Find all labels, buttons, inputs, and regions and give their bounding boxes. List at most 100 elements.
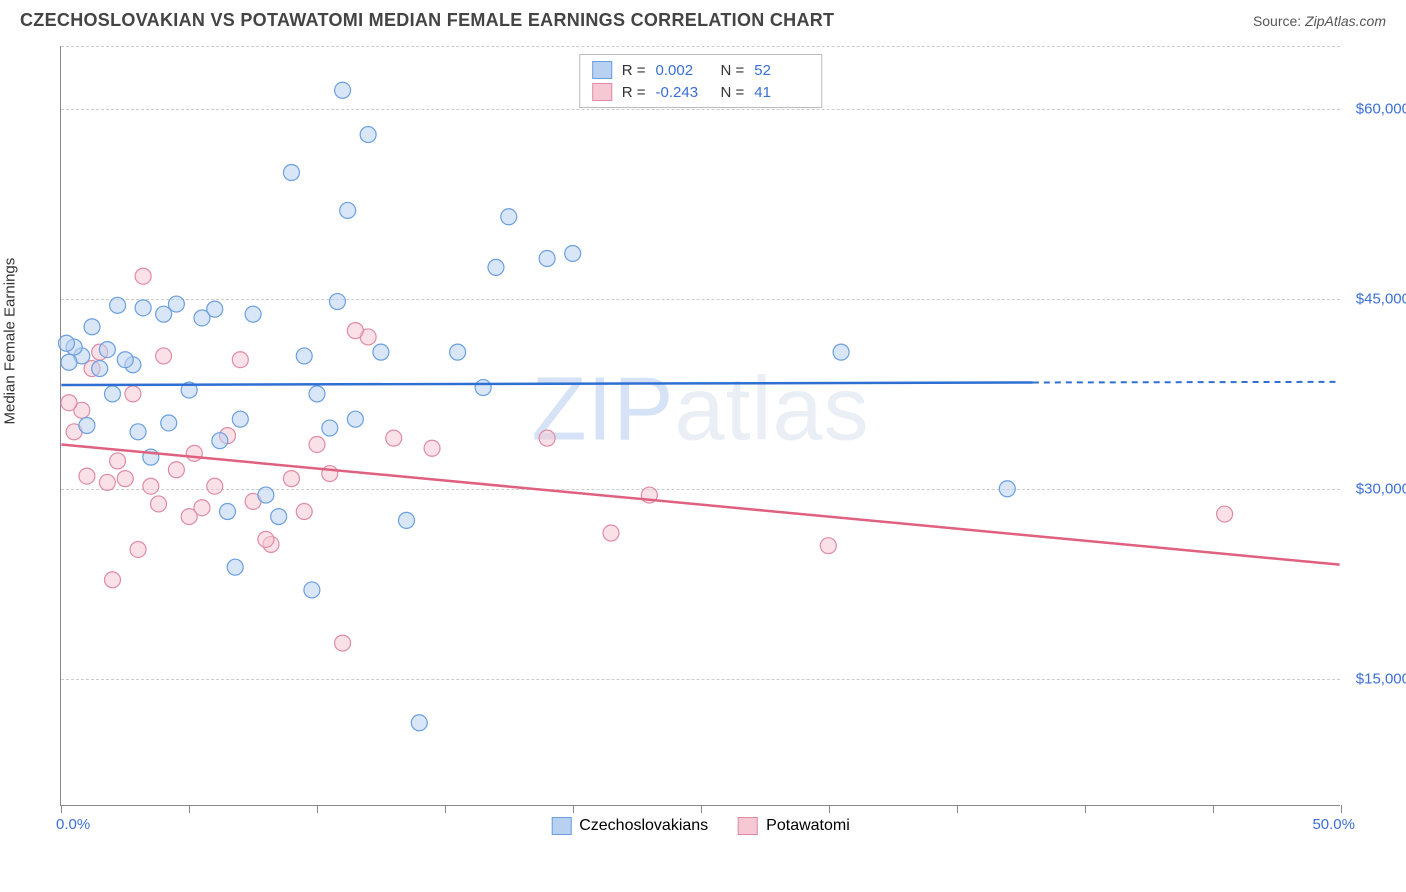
swatch-pota (592, 83, 612, 101)
data-point-czech (58, 335, 74, 351)
x-max-label: 50.0% (1312, 816, 1355, 833)
data-point-czech (340, 202, 356, 218)
data-point-czech (92, 361, 108, 377)
data-point-czech (999, 481, 1015, 497)
data-point-czech (347, 411, 363, 427)
data-point-pota (156, 348, 172, 364)
x-tick (957, 805, 958, 813)
data-point-czech (212, 433, 228, 449)
data-point-pota (603, 525, 619, 541)
scatter-plot-svg (61, 46, 1340, 805)
trend-line-dashed-czech (1033, 382, 1340, 383)
source-attribution: Source: ZipAtlas.com (1253, 13, 1386, 29)
data-point-czech (232, 411, 248, 427)
data-point-pota (424, 440, 440, 456)
x-tick (573, 805, 574, 813)
data-point-czech (156, 306, 172, 322)
data-point-czech (329, 294, 345, 310)
x-tick (1213, 805, 1214, 813)
source-value: ZipAtlas.com (1305, 13, 1386, 29)
data-point-czech (283, 165, 299, 181)
swatch-pota (738, 817, 758, 835)
x-tick (317, 805, 318, 813)
data-point-czech (296, 348, 312, 364)
x-tick (61, 805, 62, 813)
data-point-czech (539, 251, 555, 267)
data-point-czech (411, 715, 427, 731)
data-point-pota (335, 635, 351, 651)
data-point-pota (117, 471, 133, 487)
data-point-czech (79, 418, 95, 434)
data-point-czech (335, 82, 351, 98)
data-point-pota (309, 436, 325, 452)
data-point-pota (104, 572, 120, 588)
data-point-pota (296, 504, 312, 520)
data-point-pota (347, 323, 363, 339)
data-point-pota (99, 474, 115, 490)
correlation-legend: R = 0.002 N = 52 R = -0.243 N = 41 (579, 54, 823, 108)
data-point-czech (322, 420, 338, 436)
data-point-pota (151, 496, 167, 512)
data-point-pota (539, 430, 555, 446)
x-tick (445, 805, 446, 813)
x-tick (1341, 805, 1342, 813)
data-point-pota (232, 352, 248, 368)
series-name-pota: Potawatomi (766, 817, 850, 835)
y-tick-label: $15,000 (1356, 671, 1406, 688)
data-point-czech (130, 424, 146, 440)
data-point-pota (258, 531, 274, 547)
source-label: Source: (1253, 13, 1301, 29)
data-point-pota (283, 471, 299, 487)
data-point-pota (168, 462, 184, 478)
data-point-czech (565, 245, 581, 261)
n-value-pota: 41 (754, 84, 809, 101)
data-point-pota (143, 478, 159, 494)
swatch-czech (551, 817, 571, 835)
r-value-czech: 0.002 (656, 62, 711, 79)
legend-row-czech: R = 0.002 N = 52 (580, 59, 822, 81)
data-point-czech (104, 386, 120, 402)
n-label: N = (721, 62, 745, 79)
data-point-pota (135, 268, 151, 284)
data-point-czech (227, 559, 243, 575)
data-point-czech (373, 344, 389, 360)
data-point-czech (258, 487, 274, 503)
x-tick (701, 805, 702, 813)
data-point-czech (161, 415, 177, 431)
data-point-pota (61, 395, 77, 411)
y-axis-label: Median Female Earnings (2, 258, 19, 425)
y-tick-label: $60,000 (1356, 101, 1406, 118)
legend-item-pota: Potawatomi (738, 817, 850, 835)
data-point-czech (304, 582, 320, 598)
data-point-czech (833, 344, 849, 360)
data-point-czech (117, 352, 133, 368)
data-point-pota (820, 538, 836, 554)
data-point-czech (450, 344, 466, 360)
data-point-pota (207, 478, 223, 494)
data-point-czech (110, 297, 126, 313)
n-value-czech: 52 (754, 62, 809, 79)
plot-area: ZIPatlas $15,000$30,000$45,000$60,000 R … (60, 46, 1340, 806)
trend-line-czech (61, 382, 1033, 385)
data-point-czech (245, 306, 261, 322)
chart-container: Median Female Earnings ZIPatlas $15,000$… (20, 36, 1386, 856)
series-legend: Czechoslovakians Potawatomi (551, 817, 850, 835)
data-point-czech (398, 512, 414, 528)
swatch-czech (592, 61, 612, 79)
data-point-czech (194, 310, 210, 326)
data-point-pota (181, 509, 197, 525)
y-tick-label: $45,000 (1356, 291, 1406, 308)
n-label: N = (721, 84, 745, 101)
data-point-czech (309, 386, 325, 402)
data-point-pota (125, 386, 141, 402)
data-point-pota (79, 468, 95, 484)
r-value-pota: -0.243 (656, 84, 711, 101)
data-point-czech (220, 504, 236, 520)
y-tick-label: $30,000 (1356, 481, 1406, 498)
chart-title: CZECHOSLOVAKIAN VS POTAWATOMI MEDIAN FEM… (20, 10, 834, 31)
data-point-czech (135, 300, 151, 316)
data-point-pota (186, 445, 202, 461)
data-point-pota (130, 541, 146, 557)
x-min-label: 0.0% (56, 816, 90, 833)
r-label: R = (622, 62, 646, 79)
